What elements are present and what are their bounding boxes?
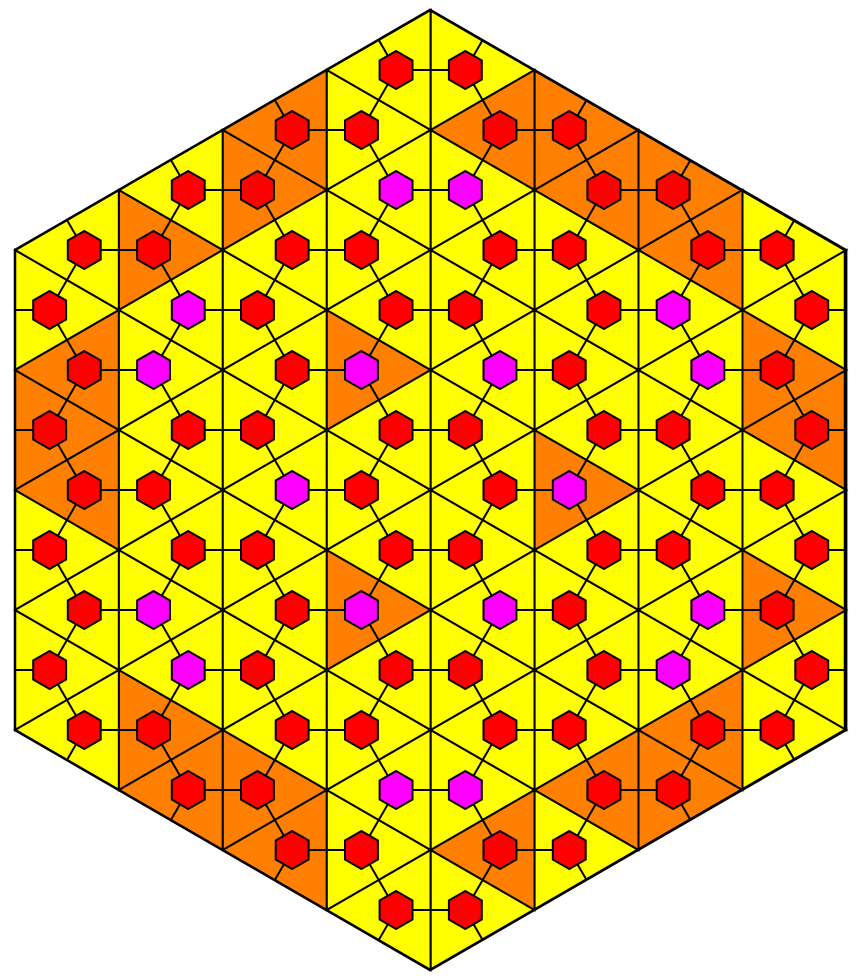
- small-hexagon: [32, 409, 68, 451]
- small-hexagon: [66, 349, 102, 391]
- small-hexagon: [344, 469, 379, 511]
- small-hexagon: [344, 709, 379, 751]
- small-hexagon: [482, 109, 518, 151]
- small-hexagon: [344, 109, 379, 151]
- small-hexagon: [136, 589, 171, 631]
- small-hexagon: [170, 409, 206, 451]
- small-hexagon: [447, 889, 483, 931]
- small-hexagon: [551, 589, 587, 631]
- small-hexagon: [551, 349, 587, 391]
- small-hexagon: [447, 169, 483, 211]
- small-hexagon: [690, 469, 726, 511]
- small-hexagon: [759, 229, 795, 271]
- small-hexagon: [655, 529, 691, 571]
- small-hexagon: [240, 649, 275, 691]
- small-hexagon: [170, 649, 206, 691]
- small-hexagon: [378, 649, 414, 691]
- small-hexagon: [274, 709, 310, 751]
- small-hexagon: [66, 469, 102, 511]
- small-hexagon: [482, 349, 518, 391]
- small-hexagon: [690, 229, 726, 271]
- small-hexagon: [344, 349, 379, 391]
- small-hexagon: [759, 709, 795, 751]
- small-hexagon: [274, 589, 310, 631]
- small-hexagon: [274, 229, 310, 271]
- small-hexagon: [655, 289, 691, 331]
- small-hexagon: [586, 409, 622, 451]
- small-hexagon: [690, 589, 726, 631]
- small-hexagon: [274, 109, 310, 151]
- small-hexagon: [66, 229, 102, 271]
- small-hexagon: [586, 169, 622, 211]
- small-hexagon: [551, 229, 587, 271]
- small-hexagon: [447, 649, 483, 691]
- small-hexagon: [136, 349, 171, 391]
- small-hexagon: [344, 229, 379, 271]
- small-hexagon: [32, 289, 68, 331]
- small-hexagon: [240, 769, 275, 811]
- small-hexagon: [170, 769, 206, 811]
- small-hexagon: [274, 829, 310, 871]
- small-hexagon: [586, 769, 622, 811]
- small-hexagon: [794, 409, 830, 451]
- small-hexagon: [482, 589, 518, 631]
- small-hexagon: [690, 709, 726, 751]
- small-hexagon: [794, 529, 830, 571]
- small-hexagon: [344, 589, 379, 631]
- small-hexagon: [655, 409, 691, 451]
- small-hexagon: [378, 169, 414, 211]
- small-hexagon: [794, 649, 830, 691]
- small-hexagon: [240, 289, 275, 331]
- small-hexagon: [32, 529, 68, 571]
- small-hexagon: [66, 709, 102, 751]
- small-hexagon: [551, 829, 587, 871]
- small-hexagon: [690, 349, 726, 391]
- small-hexagon: [136, 229, 171, 271]
- small-hexagon: [759, 589, 795, 631]
- small-hexagon: [655, 649, 691, 691]
- small-hexagon: [240, 529, 275, 571]
- small-hexagon: [586, 529, 622, 571]
- small-hexagon: [32, 649, 68, 691]
- small-hexagon: [447, 49, 483, 91]
- small-hexagon: [378, 409, 414, 451]
- small-hexagon: [447, 529, 483, 571]
- small-hexagon: [378, 49, 414, 91]
- small-hexagon: [170, 169, 206, 211]
- small-hexagon: [482, 829, 518, 871]
- small-hexagon: [274, 469, 310, 511]
- small-hexagon: [551, 469, 587, 511]
- small-hexagon: [240, 409, 275, 451]
- small-hexagon: [447, 409, 483, 451]
- small-hexagon: [482, 469, 518, 511]
- small-hexagon: [240, 169, 275, 211]
- small-hexagon: [759, 469, 795, 511]
- small-hexagon: [551, 709, 587, 751]
- outer-border: [13, 8, 847, 972]
- small-hexagon: [759, 349, 795, 391]
- small-hexagon: [551, 109, 587, 151]
- small-hexagon: [66, 589, 102, 631]
- small-hexagon: [794, 289, 830, 331]
- small-hexagon: [344, 829, 379, 871]
- small-hexagon: [482, 709, 518, 751]
- small-hexagon: [655, 169, 691, 211]
- small-hexagon: [136, 709, 171, 751]
- small-hexagon: [378, 529, 414, 571]
- small-hexagon: [482, 229, 518, 271]
- small-hexagon: [170, 529, 206, 571]
- small-hexagon: [655, 769, 691, 811]
- small-hexagon: [136, 469, 171, 511]
- small-hexagon: [378, 769, 414, 811]
- small-hexagon: [447, 289, 483, 331]
- small-hexagon: [586, 289, 622, 331]
- small-hexagon: [378, 289, 414, 331]
- small-hexagon: [274, 349, 310, 391]
- small-hexagon: [586, 649, 622, 691]
- small-hexagon: [447, 769, 483, 811]
- small-hexagon: [170, 289, 206, 331]
- small-hexagon: [378, 889, 414, 931]
